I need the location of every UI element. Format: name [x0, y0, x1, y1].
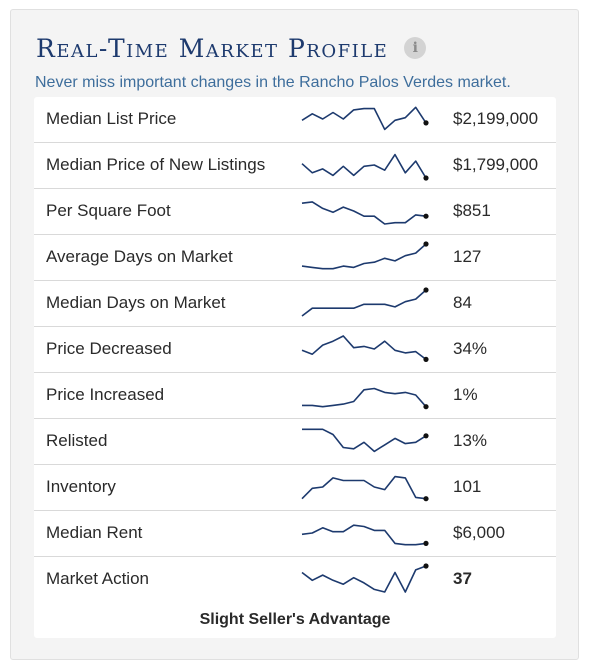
metric-label: Per Square Foot [46, 201, 171, 220]
sparkline-end-point [423, 404, 429, 410]
sparkline-end-point [423, 540, 429, 546]
sparkline-line [301, 289, 427, 317]
metric-label: Median Price of New Listings [46, 155, 266, 174]
metric-label: Average Days on Market [46, 247, 233, 266]
metric-row-median-rent: Median Rent $6,000 [34, 511, 556, 557]
widget-subtitle: Never miss important changes in the Ranc… [35, 74, 511, 91]
sparkline-end-point [423, 120, 429, 126]
sparkline-end-point [423, 175, 429, 181]
metric-value: 34% [453, 339, 488, 358]
sparkline-chart [301, 201, 429, 225]
metric-row-average-days-on-market: Average Days on Market 127 [34, 235, 556, 281]
widget-header: Real-Time Market Profile i [36, 28, 427, 68]
metric-value: $851 [453, 201, 491, 220]
metric-value: $1,799,000 [453, 155, 539, 174]
sparkline-chart [301, 287, 429, 317]
sparkline-end-point [423, 563, 429, 569]
sparkline-end-point [423, 433, 429, 439]
sparkline-chart [301, 563, 429, 593]
metric-value: $6,000 [453, 523, 505, 542]
metric-label: Market Action [46, 569, 149, 588]
sparkline-chart [301, 241, 429, 270]
sparkline-chart [301, 335, 429, 362]
sparkline-line [301, 153, 427, 179]
sparkline-chart [302, 428, 429, 453]
widget-title: Real-Time Market Profile [36, 33, 389, 63]
metric-row-median-price-of-new-listings: Median Price of New Listings $1,799,000 [34, 143, 556, 189]
metric-row-price-increased: Price Increased 1% [34, 373, 556, 419]
sparkline-line [301, 335, 427, 361]
metrics-table: Slight Seller's Advantage Median List Pr… [34, 97, 556, 638]
sparkline-end-point [423, 241, 429, 247]
metric-row-median-days-on-market: Median Days on Market 84 [34, 281, 556, 327]
sparkline-line [301, 243, 427, 270]
metric-label: Median Rent [46, 523, 143, 542]
metric-value: $2,199,000 [453, 109, 539, 128]
metric-label: Inventory [46, 477, 116, 496]
sparkline-chart [301, 106, 429, 131]
sparkline-end-point [423, 213, 429, 219]
info-icon[interactable]: i [404, 37, 427, 59]
metric-row-price-decreased: Price Decreased 34% [34, 327, 556, 373]
sparkline-chart [301, 524, 429, 546]
sparkline-chart [301, 475, 429, 502]
sparkline-end-point [423, 287, 429, 293]
metric-value: 127 [453, 247, 482, 266]
metric-label: Median Days on Market [46, 293, 226, 312]
sparkline-line [302, 428, 427, 453]
metric-value: 1% [453, 385, 478, 404]
sparkline-line [301, 565, 427, 593]
sparkline-end-point [423, 356, 429, 362]
metric-label: Median List Price [46, 109, 177, 128]
metric-label: Price Increased [46, 385, 165, 404]
metric-value: 84 [453, 293, 472, 312]
metric-value: 101 [453, 477, 482, 496]
sparkline-line [301, 524, 427, 546]
metric-row-market-action: Market Action 37 [34, 557, 556, 603]
metric-row-inventory: Inventory 101 [34, 465, 556, 511]
metric-label: Relisted [46, 431, 108, 450]
sparkline-line [302, 387, 427, 408]
metric-label: Price Decreased [46, 339, 172, 358]
sparkline-line [301, 106, 427, 131]
metric-row-median-list-price: Median List Price $2,199,000 [34, 97, 556, 143]
metric-row-relisted: Relisted 13% [34, 419, 556, 465]
sparkline-line [301, 475, 427, 500]
market-action-summary: Slight Seller's Advantage [199, 611, 391, 628]
sparkline-end-point [423, 496, 429, 502]
sparkline-line [301, 201, 427, 225]
metric-value: 37 [453, 569, 472, 588]
metric-row-per-square-foot: Per Square Foot $851 [34, 189, 556, 235]
sparkline-chart [301, 153, 429, 181]
sparkline-chart [302, 387, 429, 410]
market-profile-widget: Real-Time Market Profile i Never miss im… [10, 9, 579, 660]
metric-value: 13% [453, 431, 488, 450]
